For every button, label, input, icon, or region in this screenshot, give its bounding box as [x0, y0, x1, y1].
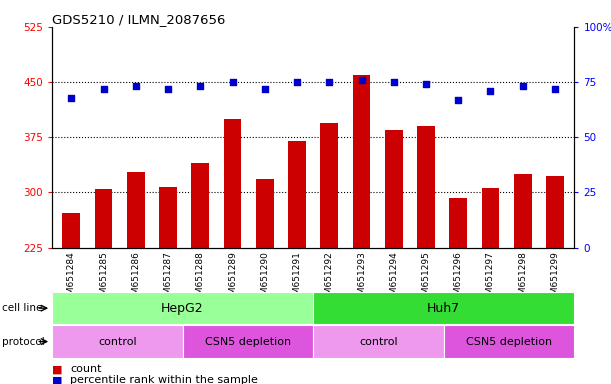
Text: GSM651298: GSM651298 — [518, 251, 527, 306]
Bar — [353, 75, 370, 384]
Bar — [444, 325, 574, 358]
Bar — [417, 126, 435, 384]
Bar — [313, 325, 444, 358]
Point — [453, 97, 463, 103]
Point — [67, 94, 76, 101]
Bar — [62, 213, 80, 384]
Text: GSM651297: GSM651297 — [486, 251, 495, 306]
Bar — [52, 292, 313, 324]
Point — [389, 79, 398, 85]
Point — [550, 86, 560, 92]
Bar — [127, 172, 145, 384]
Text: GSM651294: GSM651294 — [389, 251, 398, 306]
Text: GSM651288: GSM651288 — [196, 251, 205, 306]
Point — [196, 83, 205, 89]
Text: GDS5210 / ILMN_2087656: GDS5210 / ILMN_2087656 — [52, 13, 225, 26]
Point — [163, 86, 173, 92]
Text: ■: ■ — [52, 375, 62, 384]
Text: CSN5 depletion: CSN5 depletion — [205, 336, 291, 347]
Bar — [224, 119, 241, 384]
Text: GSM651292: GSM651292 — [325, 251, 334, 306]
Text: GSM651285: GSM651285 — [99, 251, 108, 306]
Bar — [449, 199, 467, 384]
Bar — [95, 189, 112, 384]
Text: GSM651289: GSM651289 — [228, 251, 237, 306]
Text: GSM651296: GSM651296 — [454, 251, 463, 306]
Point — [486, 88, 496, 94]
Bar — [385, 130, 403, 384]
Text: GSM651291: GSM651291 — [293, 251, 301, 306]
Text: HepG2: HepG2 — [161, 302, 204, 314]
Text: count: count — [70, 364, 102, 374]
Point — [357, 77, 367, 83]
Bar — [546, 175, 564, 384]
Text: GSM651299: GSM651299 — [551, 251, 560, 306]
Point — [421, 81, 431, 88]
Point — [292, 79, 302, 85]
Text: GSM651293: GSM651293 — [357, 251, 366, 306]
Bar — [191, 163, 209, 384]
Bar — [183, 325, 313, 358]
Text: ■: ■ — [52, 364, 62, 374]
Bar — [52, 325, 183, 358]
Bar — [159, 187, 177, 384]
Text: control: control — [98, 336, 136, 347]
Bar — [256, 179, 274, 384]
Bar — [320, 122, 338, 384]
Bar — [288, 141, 306, 384]
Text: GSM651295: GSM651295 — [422, 251, 431, 306]
Text: cell line: cell line — [2, 303, 42, 313]
Bar — [514, 174, 532, 384]
Point — [131, 83, 141, 89]
Point — [260, 86, 269, 92]
Point — [324, 79, 334, 85]
Text: Huh7: Huh7 — [427, 302, 460, 314]
Text: GSM651286: GSM651286 — [131, 251, 141, 306]
Text: GSM651290: GSM651290 — [260, 251, 269, 306]
Text: CSN5 depletion: CSN5 depletion — [466, 336, 552, 347]
Text: GSM651284: GSM651284 — [67, 251, 76, 306]
Point — [518, 83, 528, 89]
Bar — [481, 188, 499, 384]
Point — [98, 86, 108, 92]
Text: control: control — [359, 336, 398, 347]
Text: percentile rank within the sample: percentile rank within the sample — [70, 375, 258, 384]
Text: protocol: protocol — [2, 336, 45, 347]
Point — [228, 79, 238, 85]
Text: GSM651287: GSM651287 — [164, 251, 172, 306]
Bar — [313, 292, 574, 324]
